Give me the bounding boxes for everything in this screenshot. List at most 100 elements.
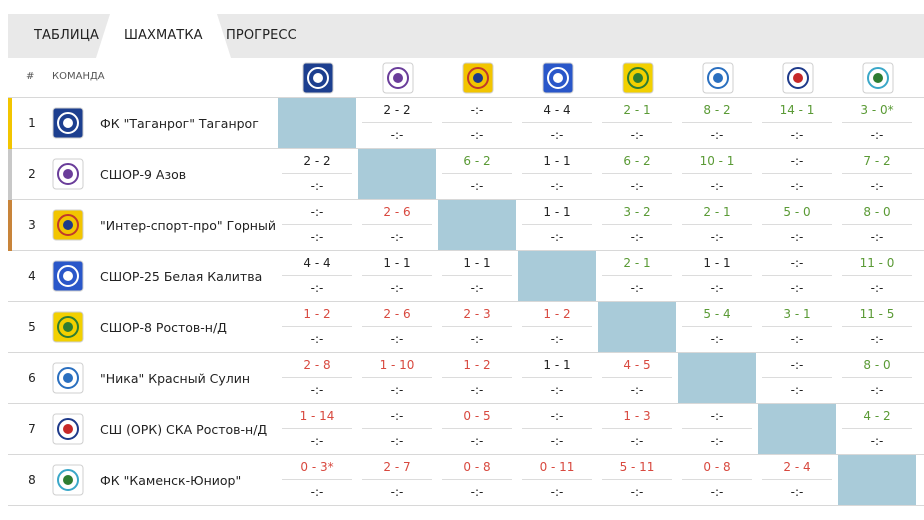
second-match-score[interactable]: -:- [310,281,324,295]
first-match-score[interactable]: -:- [762,251,832,276]
team-name-link[interactable]: "Интер-спорт-про" Горный [100,218,276,233]
second-match-score[interactable]: -:- [390,281,404,295]
second-match-score[interactable]: -:- [470,434,484,448]
first-match-score[interactable]: 2 - 1 [682,200,752,225]
first-match-score[interactable]: 2 - 3 [442,302,512,327]
first-match-score[interactable]: 0 - 3* [282,455,352,480]
first-match-score[interactable]: 1 - 1 [522,200,592,225]
first-match-score[interactable]: -:- [682,404,752,429]
first-match-score[interactable]: 1 - 1 [442,251,512,276]
first-match-score[interactable]: 2 - 4 [762,455,832,480]
second-match-score[interactable]: -:- [630,128,644,142]
first-match-score[interactable]: 2 - 1 [602,251,672,276]
second-match-score[interactable]: -:- [630,383,644,397]
second-match-score[interactable]: -:- [630,179,644,193]
second-match-score[interactable]: -:- [870,383,884,397]
first-match-score[interactable]: 5 - 11 [602,455,672,480]
first-match-score[interactable]: 4 - 4 [282,251,352,276]
first-match-score[interactable]: 0 - 11 [522,455,592,480]
second-match-score[interactable]: -:- [870,179,884,193]
second-match-score[interactable]: -:- [710,230,724,244]
first-match-score[interactable]: 6 - 2 [442,149,512,174]
first-match-score[interactable]: 2 - 8 [282,353,352,378]
second-match-score[interactable]: -:- [790,281,804,295]
first-match-score[interactable]: 3 - 0* [842,98,912,123]
first-match-score[interactable]: 8 - 0 [842,353,912,378]
first-match-score[interactable]: 2 - 2 [362,98,432,123]
second-match-score[interactable]: -:- [710,332,724,346]
first-match-score[interactable]: -:- [522,404,592,429]
second-match-score[interactable]: -:- [710,434,724,448]
first-match-score[interactable]: -:- [762,149,832,174]
second-match-score[interactable]: -:- [550,383,564,397]
first-match-score[interactable]: 8 - 2 [682,98,752,123]
second-match-score[interactable]: -:- [550,128,564,142]
second-match-score[interactable]: -:- [710,179,724,193]
team-name-link[interactable]: СШОР-25 Белая Калитва [100,269,263,284]
first-match-score[interactable]: 2 - 7 [362,455,432,480]
second-match-score[interactable]: -:- [390,434,404,448]
second-match-score[interactable]: -:- [390,332,404,346]
first-match-score[interactable]: 1 - 2 [442,353,512,378]
second-match-score[interactable]: -:- [470,128,484,142]
team-name-link[interactable]: ФК "Таганрог" Таганрог [100,116,259,131]
second-match-score[interactable]: -:- [710,281,724,295]
first-match-score[interactable]: 1 - 1 [522,353,592,378]
second-match-score[interactable]: -:- [870,281,884,295]
team-name-link[interactable]: "Ника" Красный Сулин [100,371,251,386]
second-match-score[interactable]: -:- [310,434,324,448]
second-match-score[interactable]: -:- [790,230,804,244]
second-match-score[interactable]: -:- [550,485,564,499]
first-match-score[interactable]: 0 - 8 [442,455,512,480]
team-name-link[interactable]: СШОР-8 Ростов-н/Д [100,320,227,335]
team-name-link[interactable]: СШ (ОРК) СКА Ростов-н/Д [100,422,268,437]
second-match-score[interactable]: -:- [310,332,324,346]
second-match-score[interactable]: -:- [470,179,484,193]
second-match-score[interactable]: -:- [310,485,324,499]
first-match-score[interactable]: 3 - 1 [762,302,832,327]
first-match-score[interactable]: 8 - 0 [842,200,912,225]
first-match-score[interactable]: 0 - 5 [442,404,512,429]
first-match-score[interactable]: 2 - 6 [362,302,432,327]
first-match-score[interactable]: 11 - 5 [842,302,912,327]
first-match-score[interactable]: 1 - 1 [522,149,592,174]
second-match-score[interactable]: -:- [470,485,484,499]
first-match-score[interactable]: 5 - 4 [682,302,752,327]
second-match-score[interactable]: -:- [870,332,884,346]
second-match-score[interactable]: -:- [470,383,484,397]
first-match-score[interactable]: -:- [362,404,432,429]
first-match-score[interactable]: -:- [762,353,832,378]
second-match-score[interactable]: -:- [870,128,884,142]
second-match-score[interactable]: -:- [390,485,404,499]
first-match-score[interactable]: 7 - 2 [842,149,912,174]
second-match-score[interactable]: -:- [870,230,884,244]
second-match-score[interactable]: -:- [710,128,724,142]
first-match-score[interactable]: 1 - 2 [522,302,592,327]
first-match-score[interactable]: 1 - 10 [362,353,432,378]
second-match-score[interactable]: -:- [310,179,324,193]
second-match-score[interactable]: -:- [790,332,804,346]
second-match-score[interactable]: -:- [630,434,644,448]
tab-chess[interactable]: ШАХМАТКА [96,14,231,58]
second-match-score[interactable]: -:- [390,230,404,244]
first-match-score[interactable]: 1 - 3 [602,404,672,429]
second-match-score[interactable]: -:- [390,383,404,397]
first-match-score[interactable]: 6 - 2 [602,149,672,174]
first-match-score[interactable]: -:- [442,98,512,123]
second-match-score[interactable]: -:- [550,230,564,244]
first-match-score[interactable]: 10 - 1 [682,149,752,174]
first-match-score[interactable]: 1 - 14 [282,404,352,429]
first-match-score[interactable]: 2 - 6 [362,200,432,225]
first-match-score[interactable]: 5 - 0 [762,200,832,225]
second-match-score[interactable]: -:- [790,179,804,193]
first-match-score[interactable]: -:- [282,200,352,225]
second-match-score[interactable]: -:- [470,332,484,346]
second-match-score[interactable]: -:- [710,485,724,499]
first-match-score[interactable]: 4 - 4 [522,98,592,123]
second-match-score[interactable]: -:- [390,128,404,142]
first-match-score[interactable]: 3 - 2 [602,200,672,225]
tab-table[interactable]: ТАБЛИЦА [34,28,99,43]
second-match-score[interactable]: -:- [310,230,324,244]
second-match-score[interactable]: -:- [790,383,804,397]
first-match-score[interactable]: 2 - 1 [602,98,672,123]
